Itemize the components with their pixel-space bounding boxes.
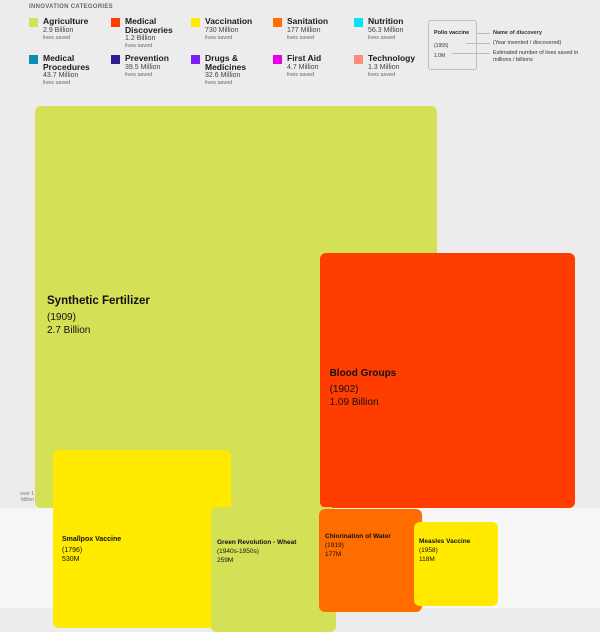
tile-year: (1796) bbox=[62, 546, 83, 554]
axis-note: over 1 billion bbox=[20, 491, 34, 503]
tile-value: 1.09 Billion bbox=[329, 396, 379, 408]
key-label-year: (Year invented / discovered) bbox=[493, 40, 562, 46]
key-example-lives: 1.0M bbox=[434, 53, 446, 59]
legend-unit: lives saved bbox=[43, 34, 71, 41]
legend-title: INNOVATION CATEGORIES bbox=[29, 4, 113, 10]
legend-item: Sanitation 177 Million lives saved bbox=[273, 17, 353, 41]
legend-unit: lives saved bbox=[125, 43, 153, 49]
treemap-tile: Green Revolution - Wheat (1940s-1950s) 259… bbox=[211, 507, 336, 632]
legend-swatch bbox=[191, 55, 200, 64]
legend-amount: 39.5 Million bbox=[125, 63, 161, 71]
tile-year: (1902) bbox=[329, 383, 359, 395]
tile-value: 177M bbox=[325, 550, 342, 558]
legend-unit: lives saved bbox=[368, 71, 396, 78]
legend-swatch bbox=[191, 18, 200, 27]
legend-item: Medical Procedures 43.7 Million lives save… bbox=[29, 54, 109, 86]
treemap-tile: Blood Groups (1902) 1.09 Billion bbox=[319, 252, 575, 508]
key-connector bbox=[452, 53, 490, 54]
tile-name: Green Revolution - Wheat bbox=[217, 539, 297, 547]
legend-amount: 43.7 Million bbox=[43, 72, 79, 79]
legend-name: Technology bbox=[368, 53, 416, 63]
tile-value: 530M bbox=[62, 556, 80, 564]
tile-name: Synthetic Fertilizer bbox=[47, 295, 150, 307]
legend-name: Prevention bbox=[125, 53, 169, 63]
legend-unit: lives saved bbox=[205, 80, 233, 86]
legend-amount: 730 Million bbox=[205, 26, 239, 34]
legend-swatch bbox=[273, 18, 282, 27]
legend-unit: lives saved bbox=[125, 71, 153, 78]
tile-value: 259M bbox=[217, 556, 234, 564]
tile-name: Measles Vaccine bbox=[419, 537, 471, 545]
legend-swatch bbox=[29, 18, 38, 27]
legend-unit: lives saved bbox=[43, 80, 71, 86]
legend-item: Vaccination 730 Million lives saved bbox=[191, 17, 271, 41]
legend-amount: 2.9 Billion bbox=[43, 26, 74, 34]
legend-swatch bbox=[273, 55, 282, 64]
legend-name: Vaccination bbox=[205, 16, 253, 26]
legend-name: Medical Discoveries bbox=[125, 16, 173, 35]
legend-item: Medical Discoveries 1.2 Billion lives save… bbox=[111, 17, 191, 49]
treemap-tile: Measles Vaccine (1958) 118M bbox=[414, 521, 499, 606]
legend-item: Agriculture 2.9 Billion lives saved bbox=[29, 17, 109, 41]
tile-name: Chlorination of Water bbox=[325, 533, 391, 541]
legend-swatch bbox=[29, 55, 38, 64]
legend-unit: lives saved bbox=[368, 34, 396, 41]
legend-name: Drugs & Medicines bbox=[205, 53, 247, 72]
legend-amount: 177 Million bbox=[287, 26, 321, 34]
tile-value: 118M bbox=[419, 555, 435, 563]
legend-name: Nutrition bbox=[368, 16, 404, 26]
tile-name: Smallpox Vaccine bbox=[62, 535, 122, 543]
key-example-box: Polio vaccine (1955) 1.0M bbox=[428, 20, 477, 70]
legend-swatch bbox=[354, 55, 363, 64]
legend-item: Technology 1.3 Million lives saved bbox=[354, 54, 434, 78]
legend-swatch bbox=[111, 55, 120, 64]
legend-swatch bbox=[111, 18, 120, 27]
key-example-year: (1955) bbox=[434, 43, 449, 49]
tile-value: 2.7 Billion bbox=[47, 325, 91, 337]
key-label-lives: Estimated number of lives saved in milli… bbox=[493, 50, 579, 63]
key-example-name: Polio vaccine bbox=[434, 30, 470, 36]
treemap-tile: Smallpox Vaccine (1796) 530M bbox=[53, 449, 232, 628]
legend-amount: 32.6 Million bbox=[205, 72, 241, 79]
legend-name: Sanitation bbox=[287, 16, 329, 26]
legend-amount: 56.3 Million bbox=[368, 26, 404, 34]
legend-name: Medical Procedures bbox=[43, 53, 90, 72]
legend-item: Nutrition 56.3 Million lives saved bbox=[354, 17, 434, 41]
key-connector bbox=[476, 33, 490, 34]
legend-amount: 1.3 Million bbox=[368, 63, 400, 71]
tile-name: Blood Groups bbox=[329, 368, 397, 380]
legend-swatch bbox=[354, 18, 363, 27]
tile-year: (1958) bbox=[419, 547, 438, 555]
legend-item: First Aid 4.7 Million lives saved bbox=[273, 54, 353, 78]
legend-name: First Aid bbox=[287, 53, 322, 63]
key-connector bbox=[466, 43, 490, 44]
legend-item: Prevention 39.5 Million lives saved bbox=[111, 54, 191, 78]
tile-year: (1919) bbox=[325, 542, 344, 550]
legend-unit: lives saved bbox=[205, 34, 233, 41]
legend-name: Agriculture bbox=[43, 16, 89, 26]
legend-item: Drugs & Medicines 32.6 Million lives saved bbox=[191, 54, 271, 86]
treemap-tile: Chlorination of Water (1919) 177M bbox=[319, 509, 422, 612]
key-label-name: Name of discovery bbox=[493, 30, 542, 36]
legend-amount: 4.7 Million bbox=[287, 63, 319, 71]
legend-amount: 1.2 Billion bbox=[125, 35, 156, 42]
tile-year: (1940s-1950s) bbox=[217, 548, 259, 556]
tile-year: (1909) bbox=[47, 312, 76, 324]
legend-unit: lives saved bbox=[287, 34, 315, 41]
legend-unit: lives saved bbox=[287, 71, 315, 78]
